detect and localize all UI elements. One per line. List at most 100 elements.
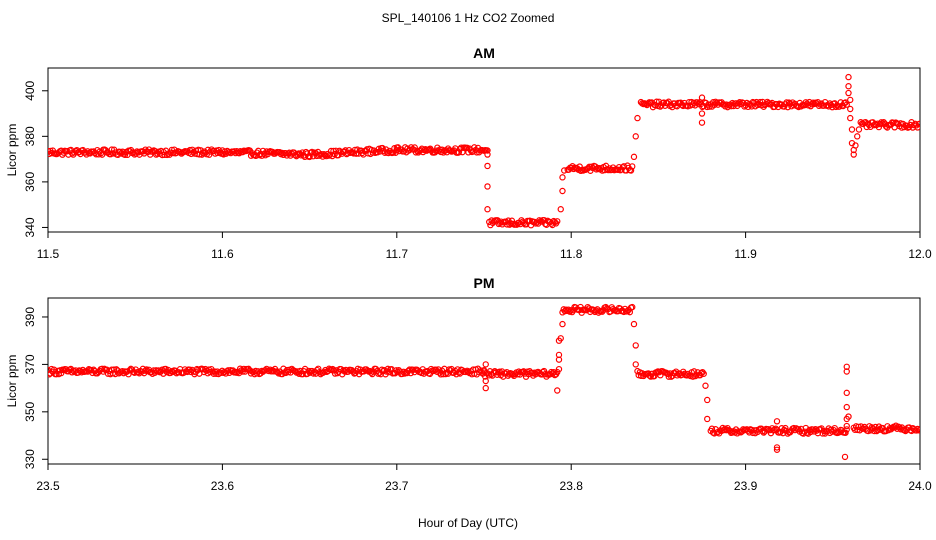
figure-x-axis-label: Hour of Day (UTC) xyxy=(418,516,518,530)
data-point-outlier xyxy=(843,422,850,430)
y-tick-label: 350 xyxy=(23,401,37,421)
y-tick-label: 380 xyxy=(23,126,37,146)
data-point xyxy=(168,146,176,154)
data-point xyxy=(875,123,883,131)
data-point xyxy=(629,163,636,170)
data-point xyxy=(445,366,453,373)
data-point-outlier xyxy=(482,361,489,368)
data-point xyxy=(831,424,838,432)
panel-am: AM 11.5 11.6 11.7 11.8 11.9 12.0 340 360 380 400 Li… xyxy=(5,45,932,261)
data-point-outlier xyxy=(854,133,861,140)
data-point-outlier xyxy=(555,365,563,373)
figure-title: SPL_140106 1 Hz CO2 Zoomed xyxy=(382,11,555,25)
x-tick-label: 24.0 xyxy=(908,479,932,493)
data-point xyxy=(406,366,413,373)
data-point-outlier xyxy=(843,368,850,375)
x-tick-label: 23.7 xyxy=(385,479,409,493)
data-point xyxy=(843,426,850,433)
data-point xyxy=(554,218,561,225)
x-tick-label: 11.5 xyxy=(37,247,60,261)
data-point-outlier xyxy=(845,73,852,81)
data-point xyxy=(540,367,548,375)
data-point xyxy=(306,153,313,161)
data-point-outlier xyxy=(557,206,564,213)
data-point-outlier xyxy=(561,167,568,174)
data-point-outlier xyxy=(855,126,863,133)
data-point xyxy=(913,427,920,434)
data-point xyxy=(843,101,850,108)
data-point-outlier xyxy=(484,206,491,213)
plot-frame xyxy=(47,297,921,465)
data-point xyxy=(878,119,885,126)
data-point-outlier xyxy=(698,110,706,117)
x-tick-label: 23.6 xyxy=(211,479,235,493)
data-point xyxy=(484,147,491,154)
data-point-outlier xyxy=(557,335,564,342)
panel-pm: PM 23.5 23.6 23.7 23.8 23.9 24.0 330 350 370 390 Li… xyxy=(5,275,932,493)
data-point-outlier xyxy=(845,83,852,90)
data-point-outlier xyxy=(632,361,639,368)
data-point-outlier xyxy=(704,396,711,404)
data-point xyxy=(700,370,707,377)
data-point xyxy=(375,370,382,377)
y-tick-label: 340 xyxy=(23,217,37,237)
data-point-outlier xyxy=(632,342,639,349)
y-axis-label: Licor ppm xyxy=(5,355,19,408)
data-point-outlier xyxy=(484,183,491,190)
x-tick-label: 11.7 xyxy=(386,247,409,261)
data-points xyxy=(48,73,920,229)
data-point xyxy=(832,103,840,111)
data-point-outlier xyxy=(559,187,566,195)
y-tick-label: 360 xyxy=(23,172,37,192)
data-point-outlier xyxy=(852,142,859,149)
x-tick-label: 23.9 xyxy=(734,479,758,493)
data-point-outlier xyxy=(773,444,781,451)
data-point-outlier xyxy=(847,114,854,122)
data-point-outlier xyxy=(850,151,857,158)
panel-title: PM xyxy=(474,275,495,291)
data-point-outlier xyxy=(559,174,566,181)
data-point-outlier xyxy=(773,446,781,453)
x-tick-label: 11.9 xyxy=(734,247,757,261)
data-point-outlier xyxy=(702,382,709,389)
data-point-outlier xyxy=(632,133,639,140)
data-point xyxy=(756,98,764,106)
data-point xyxy=(331,370,339,377)
data-point xyxy=(566,308,573,315)
data-point-outlier xyxy=(484,162,491,170)
data-point xyxy=(729,99,736,107)
data-point xyxy=(842,429,849,436)
data-point xyxy=(782,424,789,432)
data-point xyxy=(627,167,635,174)
data-point xyxy=(653,98,660,105)
data-point-outlier xyxy=(484,151,491,158)
y-tick-label: 390 xyxy=(23,307,37,327)
data-point xyxy=(442,370,449,378)
data-point-outlier xyxy=(847,105,854,113)
data-point xyxy=(196,151,203,158)
data-point-outlier xyxy=(630,153,638,161)
panel-title: AM xyxy=(473,45,495,61)
x-tick-label: 23.8 xyxy=(560,479,584,493)
data-point-outlier xyxy=(698,94,706,101)
data-point-outlier xyxy=(848,126,856,133)
data-point xyxy=(629,303,636,311)
data-point-outlier xyxy=(482,377,489,385)
y-axis-label: Licor ppm xyxy=(5,124,19,177)
data-point-outlier xyxy=(555,351,563,359)
data-point-outlier xyxy=(841,453,849,461)
data-point-outlier xyxy=(845,413,852,420)
data-point xyxy=(683,372,691,379)
data-point-outlier xyxy=(634,114,641,122)
data-point xyxy=(455,149,463,156)
y-tick-label: 400 xyxy=(23,80,37,100)
data-point xyxy=(435,366,442,373)
data-point-outlier xyxy=(554,387,561,394)
panels: AM 11.5 11.6 11.7 11.8 11.9 12.0 340 360 380 400 Li… xyxy=(5,45,932,493)
data-point xyxy=(916,120,920,127)
data-point xyxy=(644,100,652,107)
x-tick-label: 23.5 xyxy=(36,479,60,493)
data-points xyxy=(48,303,920,461)
data-point-outlier xyxy=(482,384,489,392)
